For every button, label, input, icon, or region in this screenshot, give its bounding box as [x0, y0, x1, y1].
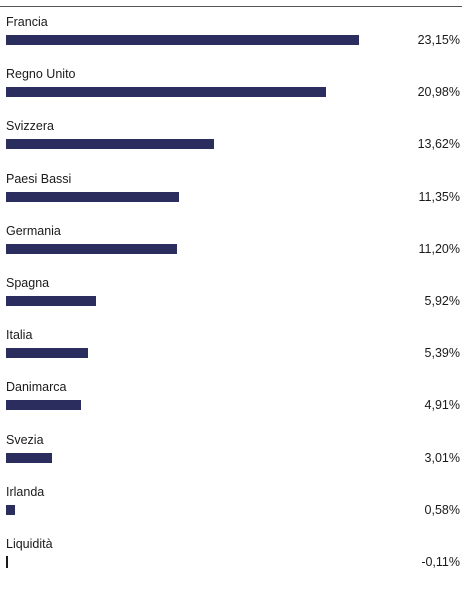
- category-label: Francia: [6, 15, 48, 29]
- bar: [6, 504, 15, 515]
- value-label: 5,39%: [424, 346, 460, 361]
- bar-row: Paesi Bassi 11,35%: [0, 172, 462, 224]
- bar-row: Francia 23,15%: [0, 15, 462, 67]
- category-label: Svezia: [6, 432, 44, 447]
- category-label: Svizzera: [6, 119, 54, 134]
- value-label: 20,98%: [417, 85, 460, 100]
- value-label: 13,62%: [417, 137, 460, 152]
- bar: [6, 452, 52, 463]
- bar: [6, 191, 180, 202]
- category-label: Danimarca: [6, 380, 67, 395]
- bar-row: Italia 5,39%: [0, 328, 462, 380]
- bar: [6, 35, 359, 45]
- bar: [6, 87, 326, 98]
- bar: [6, 348, 89, 359]
- category-label: Germania: [6, 223, 61, 238]
- category-label: Liquidità: [6, 537, 53, 551]
- bar-row: Svezia 3,01%: [0, 433, 462, 485]
- value-label: 0,58%: [424, 502, 460, 517]
- value-label: 3,01%: [424, 450, 460, 465]
- value-label: 4,91%: [424, 398, 460, 413]
- category-label: Italia: [6, 328, 33, 343]
- category-label: Regno Unito: [6, 67, 76, 82]
- bar: [6, 400, 81, 411]
- bar-row: Regno Unito 20,98%: [0, 67, 462, 119]
- bar-row: Spagna 5,92%: [0, 276, 462, 328]
- bar-row: Svizzera 13,62%: [0, 119, 462, 171]
- category-label: Irlanda: [6, 484, 45, 499]
- value-label: 23,15%: [417, 33, 460, 47]
- bar: [6, 296, 97, 306]
- top-rule: [0, 6, 462, 7]
- bar: [6, 243, 177, 254]
- value-label: 11,35%: [418, 189, 460, 204]
- category-label: Paesi Bassi: [6, 171, 72, 186]
- value-label: 11,20%: [418, 241, 460, 256]
- value-label: 5,92%: [424, 294, 460, 308]
- bar: [6, 556, 8, 568]
- bar-row: Irlanda 0,58%: [0, 485, 462, 537]
- bar: [6, 139, 214, 150]
- bar-row: Liquidità -0,11%: [0, 537, 462, 589]
- value-label: -0,11%: [421, 555, 460, 569]
- country-allocation-chart: Francia 23,15% Regno Unito 20,98% Svizzera 13…: [0, 15, 462, 569]
- bar-row: Germania 11,20%: [0, 224, 462, 276]
- bar-row: Danimarca 4,91%: [0, 380, 462, 432]
- category-label: Spagna: [6, 276, 50, 290]
